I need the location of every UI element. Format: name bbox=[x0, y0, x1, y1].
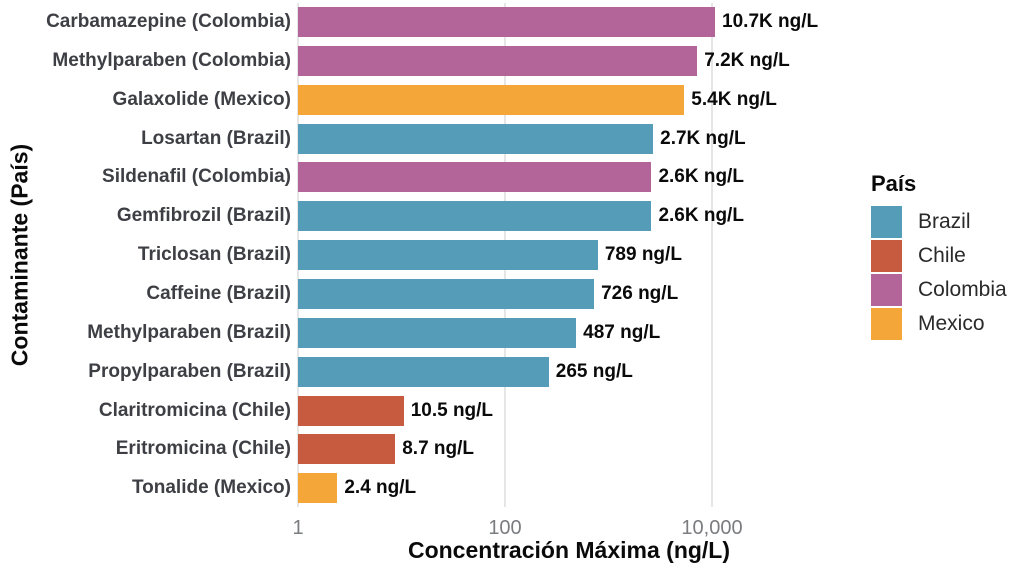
x-tick-label: 1 bbox=[292, 517, 304, 539]
value-label: 2.7K ng/L bbox=[660, 127, 746, 149]
bar bbox=[298, 7, 716, 37]
legend-item: Mexico bbox=[871, 308, 1007, 340]
legend-label: Brazil bbox=[918, 210, 971, 233]
value-label: 2.6K ng/L bbox=[658, 205, 744, 227]
bar bbox=[298, 434, 396, 465]
legend-label: Colombia bbox=[918, 278, 1007, 301]
value-label: 487 ng/L bbox=[583, 321, 661, 343]
category-label: Tonalide (Mexico) bbox=[131, 477, 291, 499]
bar bbox=[298, 395, 404, 426]
legend-swatch bbox=[871, 240, 902, 272]
value-label: 789 ng/L bbox=[604, 244, 682, 266]
legend-item: Colombia bbox=[871, 274, 1007, 306]
category-label: Caffeine (Brazil) bbox=[146, 282, 291, 304]
legend-swatch bbox=[871, 308, 902, 340]
value-label: 7.2K ng/L bbox=[704, 49, 790, 71]
category-label: Galaxolide (Mexico) bbox=[112, 88, 291, 110]
value-label: 10.7K ng/L bbox=[722, 11, 819, 32]
x-tick-label: 10,000 bbox=[681, 517, 743, 539]
value-label: 10.5 ng/L bbox=[410, 399, 494, 421]
value-label: 8.7 ng/L bbox=[402, 438, 475, 460]
x-tick-label: 100 bbox=[488, 517, 522, 539]
legend-label: Chile bbox=[918, 244, 966, 267]
category-label: Propylparaben (Brazil) bbox=[88, 360, 291, 382]
category-label: Sildenafil (Colombia) bbox=[102, 166, 291, 188]
bar bbox=[298, 123, 654, 154]
legend-label: Mexico bbox=[918, 312, 985, 335]
legend-item: Brazil bbox=[871, 206, 1007, 238]
category-label: Losartan (Brazil) bbox=[141, 127, 291, 149]
legend-swatch bbox=[871, 206, 902, 238]
value-label: 726 ng/L bbox=[601, 282, 679, 304]
value-label: 5.4K ng/L bbox=[691, 88, 777, 110]
bar bbox=[298, 45, 698, 76]
bar bbox=[298, 162, 652, 193]
bar bbox=[298, 473, 338, 504]
x-axis-title: Concentración Máxima (ng/L) bbox=[407, 537, 731, 563]
bar bbox=[298, 84, 685, 115]
gridline bbox=[711, 3, 713, 507]
category-label: Claritromicina (Chile) bbox=[98, 399, 291, 421]
bar bbox=[298, 356, 549, 387]
value-label: 265 ng/L bbox=[555, 360, 633, 382]
legend-items: Brazil Chile Colombia Mexico bbox=[871, 206, 1007, 340]
bar bbox=[298, 278, 595, 309]
value-label: 2.4 ng/L bbox=[344, 477, 417, 499]
category-label: Eritromicina (Chile) bbox=[115, 438, 291, 460]
legend: País Brazil Chile Colombia Mexico bbox=[871, 171, 1007, 342]
category-label: Triclosan (Brazil) bbox=[137, 244, 291, 266]
bar bbox=[298, 240, 598, 271]
category-label: Carbamazepine (Colombia) bbox=[46, 11, 291, 32]
bar bbox=[298, 201, 652, 232]
legend-swatch bbox=[871, 274, 902, 306]
category-label: Methylparaben (Colombia) bbox=[52, 49, 291, 71]
value-label: 2.6K ng/L bbox=[658, 166, 744, 188]
bar bbox=[298, 317, 577, 348]
category-label: Methylparaben (Brazil) bbox=[87, 321, 291, 343]
legend-item: Chile bbox=[871, 240, 1007, 272]
category-label: Gemfibrozil (Brazil) bbox=[116, 205, 291, 227]
legend-title: País bbox=[871, 171, 917, 196]
